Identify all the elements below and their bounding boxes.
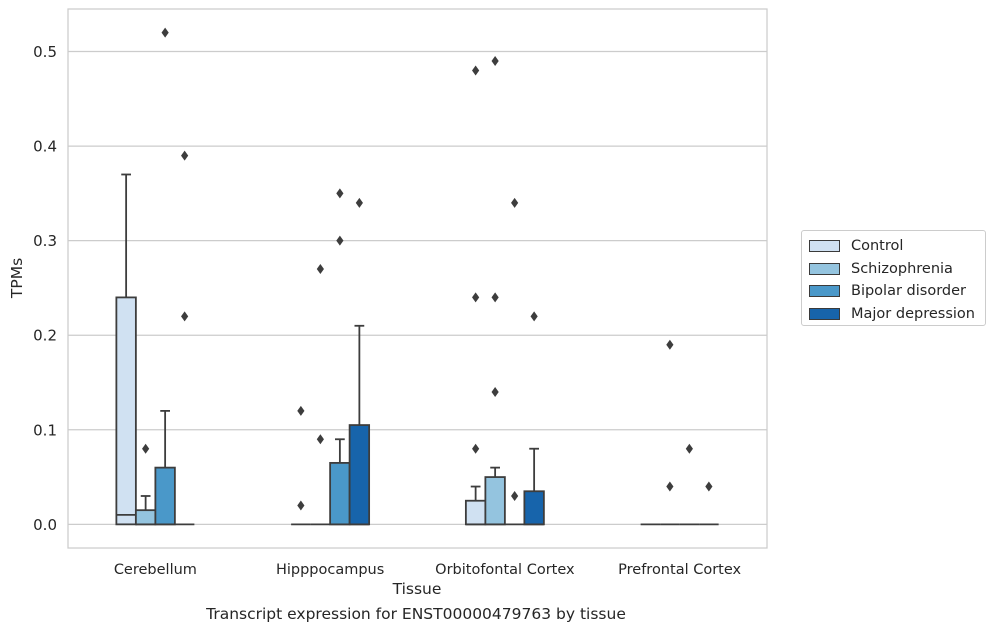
outlier-point	[511, 197, 519, 208]
box-body	[154, 466, 176, 526]
y-axis-ticks: 0.0 0.1 0.2 0.3 0.4 0.5	[33, 43, 57, 534]
box-plot-chart: 0.0 0.1 0.2 0.3 0.4 0.5 Cerebellum Hipppocampu…	[8, 8, 768, 598]
outlier-point	[511, 490, 519, 501]
outlier-point	[181, 150, 189, 161]
outlier-point	[491, 386, 499, 397]
legend: Control Schizophrenia Bipolar disorder Majo…	[801, 230, 986, 326]
box-major-depression	[348, 197, 371, 526]
outlier-point	[316, 434, 324, 445]
outlier-point	[181, 311, 189, 322]
x-axis-label: Tissue	[392, 580, 442, 598]
outlier-point	[355, 197, 363, 208]
box-schizophrenia	[660, 339, 680, 526]
legend-label: Bipolar disorder	[851, 283, 966, 300]
y-tick-label: 0.3	[33, 232, 57, 250]
box-major-depression	[523, 311, 545, 526]
legend-item: Bipolar disorder	[809, 280, 985, 303]
y-tick-label: 0.5	[33, 43, 57, 61]
legend-item: Schizophrenia	[809, 258, 985, 281]
legend-item: Control	[809, 235, 985, 258]
box-bipolar-disorder	[329, 188, 351, 526]
legend-swatch	[809, 285, 840, 298]
x-tick-label: Prefrontal Cortex	[618, 562, 741, 578]
legend-swatch	[809, 307, 840, 320]
box-body	[348, 424, 371, 526]
box-control	[464, 65, 487, 526]
y-axis-label: TPMs	[8, 258, 26, 299]
chart-caption: Transcript expression for ENST0000047976…	[206, 605, 626, 623]
x-tick-label: Orbitofontal Cortex	[435, 562, 575, 578]
y-tick-label: 0.2	[33, 327, 57, 345]
y-tick-label: 0.1	[33, 421, 57, 439]
box-body	[115, 296, 137, 526]
box-bipolar-disorder	[154, 27, 176, 526]
y-tick-label: 0.0	[33, 516, 57, 534]
box-body	[134, 509, 157, 526]
legend-label: Control	[851, 238, 904, 255]
outlier-point	[472, 65, 480, 76]
box-major-depression	[699, 481, 719, 526]
legend-swatch	[809, 240, 840, 253]
outlier-point	[491, 292, 499, 303]
legend-label: Schizophrenia	[851, 260, 953, 277]
box-major-depression	[174, 150, 195, 526]
y-tick-label: 0.4	[33, 138, 57, 156]
box-bipolar-disorder	[679, 443, 700, 526]
boxes-layer	[115, 27, 719, 526]
outlier-point	[161, 27, 169, 38]
outlier-point	[472, 292, 480, 303]
box-body	[464, 499, 487, 526]
outlier-point	[336, 188, 344, 199]
box-schizophrenia	[134, 443, 157, 526]
outlier-point	[666, 339, 674, 350]
legend-swatch	[809, 262, 840, 275]
legend-item: Major depression	[809, 303, 985, 326]
grid-lines	[68, 50, 767, 525]
outlier-point	[297, 500, 305, 511]
outlier-point	[530, 311, 538, 322]
box-schizophrenia	[310, 264, 331, 526]
box-body	[523, 490, 545, 526]
x-axis-ticks: Cerebellum Hipppocampus Orbitofontal Corte…	[114, 562, 742, 578]
outlier-point	[705, 481, 713, 492]
x-tick-label: Hipppocampus	[276, 562, 384, 578]
outlier-point	[491, 56, 499, 67]
outlier-point	[336, 235, 344, 246]
outlier-point	[297, 405, 305, 416]
outlier-point	[666, 481, 674, 492]
outlier-point	[472, 443, 480, 454]
box-schizophrenia	[484, 56, 506, 526]
outlier-point	[316, 264, 324, 275]
outlier-point	[685, 443, 693, 454]
x-tick-label: Cerebellum	[114, 562, 197, 578]
outlier-point	[142, 443, 150, 454]
box-control	[115, 173, 137, 526]
box-bipolar-disorder	[504, 197, 525, 526]
box-body	[329, 461, 351, 526]
box-control	[291, 405, 311, 526]
legend-label: Major depression	[851, 305, 975, 322]
box-body	[484, 476, 506, 526]
plot-frame	[67, 8, 768, 549]
